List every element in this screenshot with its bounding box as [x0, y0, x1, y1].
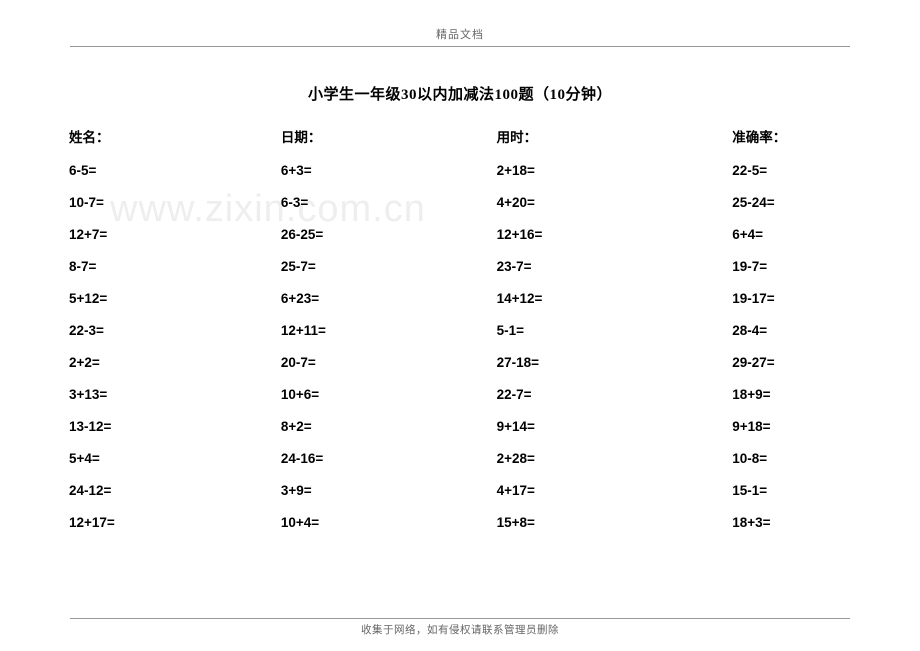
- problem-cell: 18+3=: [732, 515, 851, 530]
- problem-cell: 6+4=: [732, 227, 851, 242]
- problem-cell: 2+2=: [69, 355, 281, 370]
- problem-cell: 10-8=: [732, 451, 851, 466]
- problem-row: 5+4=24-16=2+28=10-8=: [69, 451, 851, 466]
- problem-cell: 29-27=: [732, 355, 851, 370]
- problem-cell: 5-1=: [497, 323, 733, 338]
- problem-row: 5+12=6+23=14+12=19-17=: [69, 291, 851, 306]
- problem-cell: 4+17=: [497, 483, 733, 498]
- header-label: 精品文档: [0, 0, 920, 42]
- label-date: 日期：: [281, 126, 497, 146]
- problem-cell: 23-7=: [497, 259, 733, 274]
- problem-cell: 3+9=: [281, 483, 497, 498]
- problem-cell: 9+14=: [497, 419, 733, 434]
- problem-cell: 14+12=: [497, 291, 733, 306]
- problem-row: 2+2=20-7=27-18=29-27=: [69, 355, 851, 370]
- problem-cell: 25-7=: [281, 259, 497, 274]
- problem-row: 10-7=6-3=4+20=25-24=: [69, 195, 851, 210]
- problem-cell: 6-5=: [69, 163, 281, 178]
- header-divider: [70, 46, 850, 47]
- label-name: 姓名：: [69, 126, 281, 146]
- problem-cell: 2+18=: [497, 163, 733, 178]
- problem-cell: 4+20=: [497, 195, 733, 210]
- problem-cell: 10-7=: [69, 195, 281, 210]
- problem-cell: 25-24=: [732, 195, 851, 210]
- problem-cell: 15+8=: [497, 515, 733, 530]
- problem-cell: 22-3=: [69, 323, 281, 338]
- label-time: 用时：: [497, 126, 733, 146]
- problem-cell: 18+9=: [732, 387, 851, 402]
- footer-label: 收集于网络，如有侵权请联系管理员删除: [0, 622, 920, 637]
- meta-row: 姓名： 日期： 用时： 准确率：: [69, 126, 851, 146]
- problem-cell: 6+3=: [281, 163, 497, 178]
- problem-cell: 12+17=: [69, 515, 281, 530]
- problem-cell: 6+23=: [281, 291, 497, 306]
- problem-cell: 15-1=: [732, 483, 851, 498]
- problem-cell: 5+4=: [69, 451, 281, 466]
- problem-cell: 19-7=: [732, 259, 851, 274]
- problem-cell: 5+12=: [69, 291, 281, 306]
- problem-cell: 12+7=: [69, 227, 281, 242]
- problem-row: 12+7=26-25=12+16=6+4=: [69, 227, 851, 242]
- problem-row: 12+17=10+4=15+8=18+3=: [69, 515, 851, 530]
- problem-cell: 19-17=: [732, 291, 851, 306]
- problem-cell: 8-7=: [69, 259, 281, 274]
- problem-row: 6-5=6+3=2+18=22-5=: [69, 163, 851, 178]
- problem-cell: 12+11=: [281, 323, 497, 338]
- problem-cell: 12+16=: [497, 227, 733, 242]
- problem-cell: 2+28=: [497, 451, 733, 466]
- problem-cell: 8+2=: [281, 419, 497, 434]
- problem-row: 22-3=12+11=5-1=28-4=: [69, 323, 851, 338]
- problem-cell: 3+13=: [69, 387, 281, 402]
- page-title: 小学生一年级30以内加减法100题（10分钟）: [0, 83, 920, 104]
- worksheet-content: 姓名： 日期： 用时： 准确率： 6-5=6+3=2+18=22-5= 10-7=…: [69, 126, 851, 530]
- problem-cell: 22-7=: [497, 387, 733, 402]
- problem-cell: 10+6=: [281, 387, 497, 402]
- problem-row: 24-12=3+9=4+17=15-1=: [69, 483, 851, 498]
- problem-cell: 6-3=: [281, 195, 497, 210]
- problem-cell: 22-5=: [732, 163, 851, 178]
- footer-divider: [70, 618, 850, 619]
- problem-cell: 27-18=: [497, 355, 733, 370]
- problem-cell: 28-4=: [732, 323, 851, 338]
- problem-cell: 9+18=: [732, 419, 851, 434]
- problem-cell: 10+4=: [281, 515, 497, 530]
- problem-cell: 13-12=: [69, 419, 281, 434]
- label-accuracy: 准确率：: [732, 126, 851, 146]
- problem-cell: 24-16=: [281, 451, 497, 466]
- problem-row: 3+13=10+6=22-7=18+9=: [69, 387, 851, 402]
- problem-cell: 24-12=: [69, 483, 281, 498]
- problem-row: 13-12=8+2=9+14=9+18=: [69, 419, 851, 434]
- problem-cell: 20-7=: [281, 355, 497, 370]
- problem-cell: 26-25=: [281, 227, 497, 242]
- problem-row: 8-7=25-7=23-7=19-7=: [69, 259, 851, 274]
